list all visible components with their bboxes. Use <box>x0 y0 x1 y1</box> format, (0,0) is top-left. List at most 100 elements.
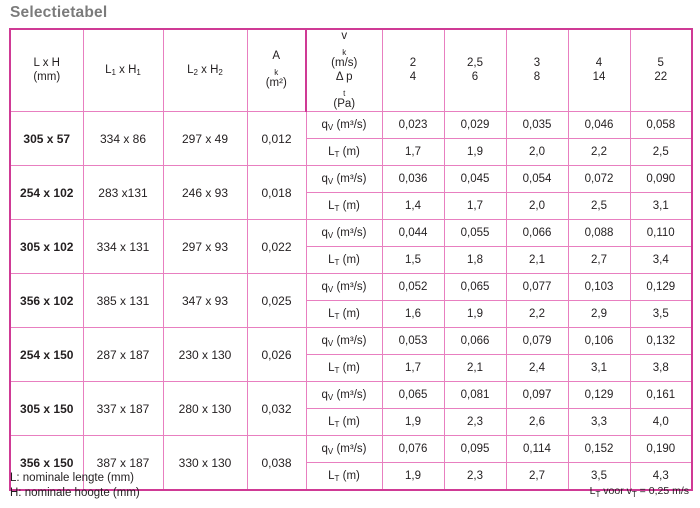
cell-l1h1-6: 387 x 187 <box>82 435 164 491</box>
cell-qv-5-4: 0,161 <box>629 381 693 409</box>
unit-sub: T <box>334 420 340 429</box>
unit-sub: T <box>334 366 340 375</box>
unit-suffix: (m³/s) <box>333 442 367 455</box>
cell-lt-3-1: 1,9 <box>443 300 507 328</box>
cell-unit-qv-0: qV (m³/s) <box>305 111 383 139</box>
unit-suffix: (m) <box>339 361 360 374</box>
table-row: LT (m) 1,9 2,3 2,7 3,5 4,3 <box>10 462 693 491</box>
cell-lt-6-4: 4,3 <box>629 462 693 491</box>
unit-sub: T <box>334 204 340 213</box>
cell-lt-0-1: 1,9 <box>443 138 507 166</box>
cell-qv-6-4: 0,190 <box>629 435 693 463</box>
header-speed-vk-4: 4 <box>595 57 603 69</box>
header-speed-vk-2: 2,5 <box>467 57 483 69</box>
cell-qv-2-4: 0,110 <box>629 219 693 247</box>
header-vk-base: v <box>341 30 348 42</box>
header-vk-sub: k <box>342 48 347 57</box>
table-row: LT (m) 1,7 2,1 2,4 3,1 3,8 <box>10 354 693 382</box>
header-l2h2-sub1: 2 <box>193 68 198 78</box>
unit-sub: T <box>334 258 340 267</box>
cell-lt-2-2: 2,1 <box>505 246 569 274</box>
header-l2h2-mid: x H <box>197 63 219 76</box>
cell-qv-3-2: 0,077 <box>505 273 569 301</box>
cell-l2h2-0: 297 x 49 <box>162 111 248 166</box>
unit-base: L <box>328 415 335 428</box>
cell-lt-6-2: 2,7 <box>505 462 569 491</box>
header-dpt-base: Δ p <box>335 70 353 83</box>
cell-lt-0-3: 2,2 <box>567 138 631 166</box>
unit-sub: V <box>327 123 334 132</box>
cell-unit-lt-6: LT (m) <box>305 462 383 491</box>
cell-qv-5-0: 0,065 <box>381 381 445 409</box>
cell-qv-3-0: 0,052 <box>381 273 445 301</box>
header-speed-dpt-5: 22 <box>654 70 668 83</box>
cell-l2h2-2: 297 x 93 <box>162 219 248 274</box>
header-lxh: L x H (mm) <box>9 28 84 112</box>
table-row: 254 x 150 287 x 187 230 x 130 0,026 qV (m³/s… <box>9 327 693 382</box>
cell-unit-lt-4: LT (m) <box>305 354 383 382</box>
cell-qv-3-3: 0,103 <box>567 273 631 301</box>
cell-l1h1-3: 385 x 131 <box>82 273 164 328</box>
footnote-lt-mid: voor v <box>600 485 632 497</box>
unit-sub: V <box>327 177 334 186</box>
cell-lt-1-3: 2,5 <box>567 192 631 220</box>
table-row: 356 x 150 387 x 187 330 x 130 0,038 qV (m³/s… <box>9 435 693 491</box>
header-l1h1-sub1: 1 <box>111 68 116 78</box>
unit-suffix: (m³/s) <box>333 172 367 185</box>
cell-qv-1-3: 0,072 <box>567 165 631 193</box>
header-speed-col-2: 2,5 6 <box>443 28 507 112</box>
footnote-height: H: nominale hoogte (mm) <box>10 486 140 499</box>
footnote-lt-tail: = 0,25 m/s <box>636 485 689 497</box>
unit-sub: T <box>334 474 340 483</box>
cell-unit-lt-1: LT (m) <box>305 192 383 220</box>
header-ak-base: A <box>272 50 281 63</box>
unit-suffix: (m³/s) <box>333 388 367 401</box>
cell-qv-6-1: 0,095 <box>443 435 507 463</box>
unit-base: q <box>321 226 328 239</box>
unit-base: L <box>328 145 335 158</box>
table-row: 305 x 102 334 x 131 297 x 93 0,022 qV (m³/s)… <box>9 219 693 274</box>
cell-unit-qv-1: qV (m³/s) <box>305 165 383 193</box>
footnote-length: L: nominale lengte (mm) <box>10 472 134 484</box>
unit-sub: V <box>327 447 334 456</box>
cell-qv-1-4: 0,090 <box>629 165 693 193</box>
cell-qv-2-3: 0,088 <box>567 219 631 247</box>
cell-lxh-6: 356 x 150 <box>9 435 84 491</box>
cell-qv-6-2: 0,114 <box>505 435 569 463</box>
cell-qv-4-0: 0,053 <box>381 327 445 355</box>
header-l1h1-mid: x H <box>115 63 137 76</box>
header-dpt-line: Δ p t (Pa) <box>307 71 382 112</box>
header-speed-dpt-2: 6 <box>471 70 479 83</box>
header-l2h2-sub2: 2 <box>218 68 223 78</box>
unit-base: q <box>321 172 328 185</box>
table-row: 305 x 57 334 x 86 297 x 49 0,012 qV (m³/s) 0,… <box>9 111 693 166</box>
cell-lt-4-0: 1,7 <box>381 354 445 382</box>
cell-qv-5-3: 0,129 <box>567 381 631 409</box>
cell-lt-4-4: 3,8 <box>629 354 693 382</box>
cell-lt-5-4: 4,0 <box>629 408 693 436</box>
cell-qv-2-0: 0,044 <box>381 219 445 247</box>
header-speed-col-5: 5 22 <box>629 28 693 112</box>
cell-unit-qv-5: qV (m³/s) <box>305 381 383 409</box>
cell-qv-4-4: 0,132 <box>629 327 693 355</box>
cell-qv-5-1: 0,081 <box>443 381 507 409</box>
header-speed-col-1: 2 4 <box>381 28 445 112</box>
unit-sub: V <box>327 231 334 240</box>
unit-base: q <box>321 118 328 131</box>
cell-lt-4-1: 2,1 <box>443 354 507 382</box>
cell-lt-1-2: 2,0 <box>505 192 569 220</box>
header-dpt-sub: t <box>343 88 346 98</box>
cell-ak-4: 0,026 <box>246 327 307 382</box>
cell-lxh-5: 305 x 150 <box>9 381 84 436</box>
footnote-lt-base: L <box>589 485 596 497</box>
header-ak-sub: k <box>274 68 279 78</box>
cell-qv-5-2: 0,097 <box>505 381 569 409</box>
unit-base: L <box>328 361 335 374</box>
unit-base: q <box>321 388 328 401</box>
cell-unit-lt-0: LT (m) <box>305 138 383 166</box>
cell-lt-5-1: 2,3 <box>443 408 507 436</box>
table-row: 305 x 150 337 x 187 280 x 130 0,032 qV (m³/s… <box>9 381 693 436</box>
unit-suffix: (m³/s) <box>333 280 367 293</box>
cell-lxh-3: 356 x 102 <box>9 273 84 328</box>
